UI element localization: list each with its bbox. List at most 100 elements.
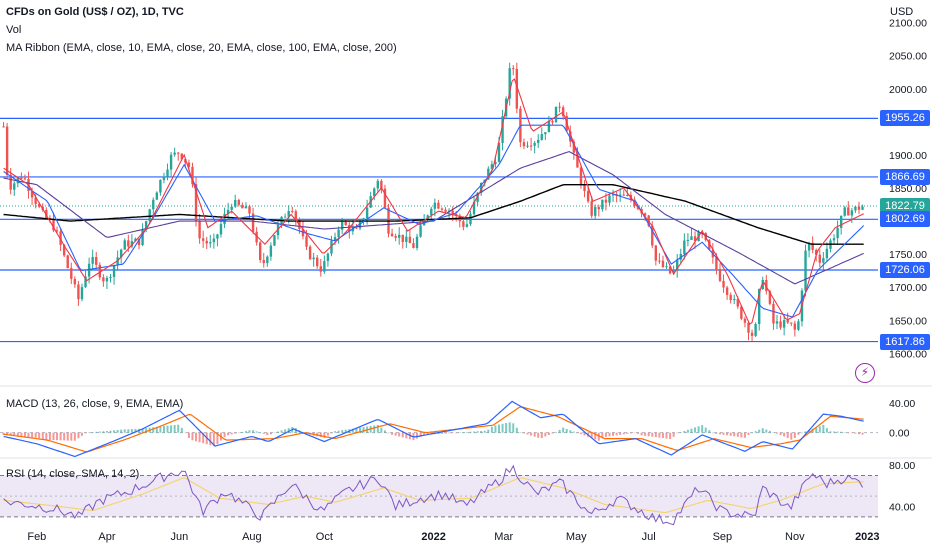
macd-histogram-bar bbox=[761, 428, 764, 433]
macd-histogram-bar bbox=[34, 432, 37, 438]
candle-body bbox=[597, 207, 600, 210]
price-axis-tick: 1900.00 bbox=[889, 150, 927, 162]
candle-body bbox=[13, 183, 16, 190]
macd-histogram-bar bbox=[562, 427, 565, 433]
candle-body bbox=[266, 256, 269, 264]
macd-histogram-bar bbox=[833, 431, 836, 433]
candle-body bbox=[84, 276, 87, 288]
candle-body bbox=[529, 145, 533, 147]
candle-body bbox=[750, 332, 754, 336]
candle-body bbox=[836, 227, 839, 239]
price-axis-tick: 2100.00 bbox=[889, 18, 927, 30]
candle-body bbox=[526, 145, 529, 147]
macd-histogram-bar bbox=[458, 432, 461, 433]
macd-histogram-bar bbox=[209, 432, 212, 446]
price-tag[interactable]: 1802.69 bbox=[880, 211, 930, 228]
candle-body bbox=[419, 225, 422, 237]
candle-body bbox=[444, 209, 447, 212]
candle-body bbox=[601, 199, 604, 210]
macd-histogram-bar bbox=[337, 430, 340, 433]
macd-histogram-bar bbox=[262, 432, 265, 434]
candle-body bbox=[847, 207, 850, 216]
macd-histogram-bar bbox=[173, 425, 176, 433]
candle-body bbox=[540, 134, 543, 140]
macd-histogram-bar bbox=[537, 432, 540, 438]
macd-histogram-bar bbox=[2, 432, 5, 435]
time-axis-tick: Nov bbox=[785, 531, 805, 543]
candle-body bbox=[205, 240, 208, 244]
candle-body bbox=[729, 294, 732, 301]
candle-body bbox=[355, 227, 358, 229]
macd-histogram-bar bbox=[515, 427, 518, 433]
price-tag[interactable]: 1617.86 bbox=[880, 333, 930, 350]
candle-body bbox=[561, 107, 565, 117]
macd-histogram-bar bbox=[736, 432, 739, 437]
candle-body bbox=[700, 232, 704, 234]
candle-body bbox=[262, 260, 265, 264]
macd-histogram-bar bbox=[394, 432, 397, 436]
macd-histogram-bar bbox=[95, 431, 98, 433]
macd-histogram-bar bbox=[633, 432, 636, 434]
symbol-title[interactable]: CFDs on Gold (US$ / OZ), 1D, TVC bbox=[6, 6, 184, 18]
macd-histogram-bar bbox=[729, 432, 732, 436]
candle-body bbox=[472, 201, 476, 215]
macd-histogram-bar bbox=[818, 426, 821, 433]
candle-body bbox=[9, 174, 12, 190]
macd-histogram-bar bbox=[594, 432, 597, 440]
macd-histogram-bar bbox=[790, 432, 793, 440]
macd-histogram-bar bbox=[743, 432, 746, 438]
macd-histogram-bar bbox=[48, 432, 51, 441]
time-axis-tick: Oct bbox=[316, 531, 333, 543]
price-tag[interactable]: 1822.79 bbox=[880, 198, 930, 214]
candle-body bbox=[397, 234, 401, 238]
candle-body bbox=[433, 202, 437, 209]
macd-histogram-bar bbox=[241, 431, 244, 433]
candle-body bbox=[319, 266, 322, 272]
price-tag[interactable]: 1726.06 bbox=[880, 261, 930, 278]
candle-body bbox=[390, 233, 394, 237]
price-tag[interactable]: 1955.26 bbox=[880, 110, 930, 127]
candle-body bbox=[98, 264, 101, 278]
candle-body bbox=[793, 323, 797, 330]
price-tag[interactable]: 1866.69 bbox=[880, 168, 930, 185]
candle-body bbox=[430, 208, 433, 216]
macd-histogram-bar bbox=[825, 428, 828, 433]
lightning-icon[interactable]: ⚡ bbox=[855, 363, 875, 383]
candle-body bbox=[198, 221, 201, 239]
macd-histogram-bar bbox=[840, 431, 843, 433]
macd-histogram-bar bbox=[747, 432, 750, 436]
candle-body bbox=[676, 259, 679, 271]
candle-body bbox=[380, 180, 383, 189]
macd-histogram-bar bbox=[676, 432, 679, 434]
macd-histogram-bar bbox=[565, 428, 568, 433]
candle-body bbox=[797, 321, 800, 330]
macd-histogram-bar bbox=[608, 432, 611, 437]
macd-histogram-bar bbox=[579, 432, 582, 435]
candle-body bbox=[340, 222, 344, 230]
macd-histogram-bar bbox=[344, 429, 347, 433]
candle-body bbox=[155, 192, 159, 200]
candle-body bbox=[316, 257, 319, 267]
candle-body bbox=[258, 242, 262, 261]
candle-body bbox=[857, 206, 861, 210]
macd-histogram-bar bbox=[391, 432, 394, 435]
candle-body bbox=[807, 242, 811, 251]
macd-histogram-bar bbox=[793, 432, 796, 438]
macd-histogram-bar bbox=[358, 427, 361, 433]
macd-histogram-bar bbox=[701, 425, 704, 433]
candle-body bbox=[861, 206, 864, 210]
macd-histogram-bar bbox=[23, 432, 26, 437]
macd-histogram-bar bbox=[419, 432, 422, 438]
candle-body bbox=[152, 199, 155, 210]
candle-body bbox=[586, 191, 590, 202]
candle-body bbox=[594, 207, 597, 216]
candle-body bbox=[333, 237, 337, 241]
macd-histogram-bar bbox=[622, 432, 625, 435]
candle-body bbox=[522, 142, 526, 147]
time-axis-tick: Mar bbox=[494, 531, 513, 543]
macd-axis-tick: 0.00 bbox=[889, 428, 910, 440]
price-axis-tick: 1600.00 bbox=[889, 348, 927, 360]
macd-histogram-bar bbox=[177, 424, 180, 433]
